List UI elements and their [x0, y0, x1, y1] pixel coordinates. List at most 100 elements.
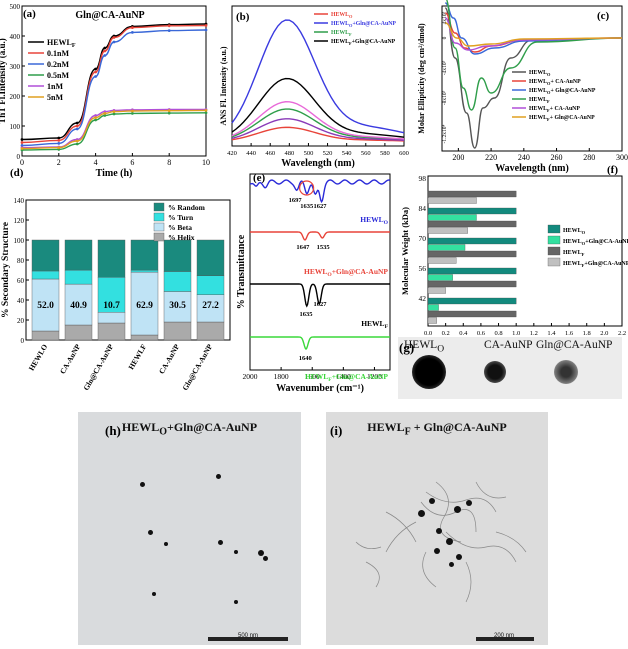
panel-a-id: (a) [23, 8, 36, 20]
panel-c-line-3 [445, 0, 623, 111]
panel-e-trace-label: HEWLO [360, 215, 388, 226]
panel-e-id: (e) [253, 172, 266, 184]
panel-e-trace-label: HEWLF [361, 319, 388, 330]
panel-c-xtick-label: 200 [452, 153, 464, 162]
panel-e-xtick-label: 1600 [305, 372, 320, 381]
tem-i-scale: 200 nm [494, 633, 515, 639]
panel-c-xtick-label: 280 [583, 153, 595, 162]
panel-c-ytick-label: -8x10³ [442, 90, 448, 105]
panel-a-legend-label: 0.2nM [47, 60, 69, 69]
panel-b-xtick-label: 460 [265, 150, 275, 157]
panel-d-ytick-label: 120 [14, 217, 25, 225]
panel-c-legend-label: HEWLO [529, 70, 551, 77]
panel-c-legend-label: HEWLF [529, 97, 550, 104]
panel-d-bar [97, 322, 126, 341]
panel-a-point [20, 138, 24, 141]
tem-h-scale: 500 nm [238, 633, 259, 639]
panel-f-legend-label: HEWLO+Gln@CA-AuNP [563, 239, 628, 246]
panel-b-xtick-label: 600 [399, 150, 409, 157]
panel-b-xlabel: Wavelength (nm) [281, 158, 355, 169]
panel-f-bar [427, 280, 517, 288]
panel-a-point [204, 24, 208, 27]
panel-a-point [131, 109, 134, 113]
panel-a-point [20, 141, 24, 144]
panel-e-peak-label: 1627 [314, 203, 328, 210]
panel-f-legend-swatch [547, 224, 561, 234]
panel-d-bar [97, 312, 126, 324]
panel-d-bar [97, 277, 126, 313]
panel-f-legend-label: HEWLF [563, 250, 585, 257]
panel-e-xlabel: Wavenumber (cm⁻¹) [276, 383, 364, 394]
panel-f-category-label: 42 [419, 294, 427, 303]
panel-d-category-label: CA-AuNP [58, 342, 82, 375]
panel-d-ytick-label: 60 [17, 277, 25, 285]
panel-d-category-label: CA-AuNP [157, 342, 181, 375]
panel-a-point [57, 146, 61, 150]
panel-a-line-5 [21, 109, 207, 150]
panel-a-point [103, 112, 107, 115]
panel-e-trace-label: HEWLF+Gln@CA-AuNP [305, 372, 388, 383]
panel-d-bar-label: 27.2 [202, 301, 219, 311]
panel-f-bar [427, 220, 517, 228]
panel-c-ytick-label: 0 [442, 36, 448, 39]
panel-d-ytick-label: 100 [14, 237, 25, 245]
panel-e-peak-label: 1640 [299, 355, 312, 362]
panel-f-legend-label: HEWLO [563, 228, 586, 235]
panel-d-bar [31, 270, 60, 280]
panel-c-xtick-label: 240 [518, 153, 530, 162]
panel-d-bar [196, 239, 225, 276]
panel-a-point [103, 46, 107, 50]
panel-f-xtick-label: 1.6 [565, 330, 574, 337]
tem-image-h: HEWLO+Gln@CA-AuNP 500 nm [78, 412, 301, 645]
panel-a-point [103, 49, 107, 53]
panel-e-peak-label: 1697 [289, 197, 303, 204]
panel-a-point [112, 36, 116, 39]
panel-c-xtick-label: 300 [616, 153, 628, 162]
panel-a-point [112, 112, 116, 116]
panel-b-id: (b) [236, 11, 250, 23]
panel-a-point [75, 142, 79, 146]
panel-e-peak-label: 1627 [314, 301, 328, 308]
panel-d-bar [31, 239, 60, 272]
panel-a-point [103, 114, 107, 117]
gel-label-3: Gln@CA-AuNP [536, 339, 613, 351]
panel-d-bar [31, 330, 60, 341]
panel-d-bar-label: 30.5 [169, 301, 186, 311]
panel-b-line-0 [231, 19, 405, 134]
panel-e-xtick-label: 1200 [367, 372, 382, 381]
panel-c-xtick-label: 220 [485, 153, 497, 162]
tem-image-i: HEWLF + Gln@CA-AuNP 200 nm [326, 412, 548, 645]
panel-f-category-label: 84 [419, 204, 427, 213]
panel-a-legend-label: 0.1nM [47, 49, 69, 58]
panel-f-xtick-label: 0.8 [494, 330, 502, 337]
panel-a-point [94, 118, 97, 122]
panel-d-bar [196, 294, 225, 323]
panel-f-bar [427, 250, 517, 258]
panel-c-line-5 [445, 22, 623, 47]
panel-c-legend-label: HEWLF+ CA-AuNP [529, 106, 580, 113]
panel-a-point [204, 28, 208, 32]
panel-b-xtick-label: 520 [323, 150, 333, 157]
panel-b-line-1 [231, 108, 405, 141]
gel-image: HEWLO CA-AuNP Gln@CA-AuNP [398, 337, 622, 399]
panel-a-point [131, 26, 134, 29]
panel-c-legend-label: HEWLF+ Gln@CA-AuNP [529, 115, 595, 122]
panel-a-point [112, 40, 116, 44]
panel-f-xtick-label: 1.0 [512, 330, 520, 337]
panel-c-line-2 [444, 2, 623, 55]
panel-f-xtick-label: 0.0 [424, 330, 432, 337]
panel-a-point [20, 147, 24, 150]
panel-f-bar [427, 197, 477, 204]
panel-a-xtick-label: 4 [94, 158, 98, 167]
panel-f-legend-swatch [547, 257, 561, 267]
panel-a-point [94, 116, 97, 119]
panel-a-xtick-label: 2 [57, 158, 61, 167]
panel-d-bar-label: 52.0 [37, 301, 54, 311]
panel-a-legend-label: HEWLF [47, 38, 76, 49]
panel-a-point [94, 114, 97, 117]
panel-c-xlabel: Wavelength (nm) [495, 163, 569, 174]
panel-a-point [204, 111, 208, 115]
panel-b-xtick-label: 560 [361, 150, 371, 157]
panel-f-xtick-label: 0.6 [477, 330, 486, 337]
